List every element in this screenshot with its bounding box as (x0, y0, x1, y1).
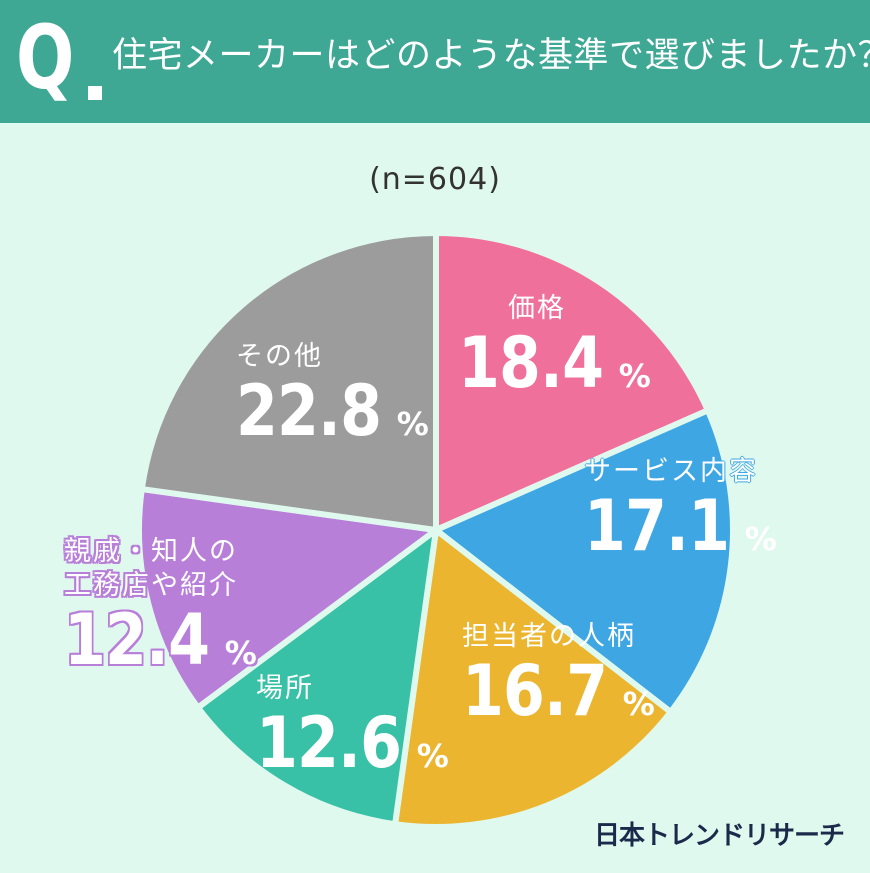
pie-slice-staff-personality (392, 527, 674, 830)
slice-value: 12.4 (64, 599, 210, 681)
slice-name: サービス内容 (584, 456, 758, 487)
slice-label-service: サービス内容 17.1% (584, 455, 777, 563)
pie-slice-location (194, 527, 439, 828)
brand-logo: 日本トレンドリサーチ (593, 821, 845, 851)
slice-unit: % (744, 520, 777, 558)
slice-name: 場所 (256, 673, 314, 704)
question-title: 住宅メーカーはどのような基準で選びましたか？ (112, 36, 870, 76)
slice-label-price: 価格 18.4% (458, 292, 651, 400)
slice-unit: % (416, 737, 449, 775)
slice-name: 価格 (508, 293, 566, 324)
pie-slice-referral (136, 486, 439, 711)
slice-label-referral: 親戚・知人の 工務店や紹介 12.4% (64, 535, 257, 677)
slice-name: その他 (236, 341, 323, 372)
slice-value: 22.8 (236, 370, 382, 452)
slice-label-location: 場所 12.6% (256, 672, 449, 780)
slice-label-other: その他 22.8% (236, 340, 429, 448)
slice-unit: % (618, 357, 651, 395)
slice-value: 18.4 (458, 322, 604, 404)
q-mark-dot (88, 86, 102, 100)
slice-label-staff-personality: 担当者の人柄 16.7% (462, 620, 655, 728)
slice-name-line-1: 親戚・知人の (64, 536, 238, 567)
slice-name: 担当者の人柄 (462, 621, 636, 652)
pie-slice-service (433, 407, 736, 716)
pie-slice-other (138, 230, 439, 533)
slice-unit: % (224, 634, 257, 672)
q-mark: Q (16, 6, 74, 109)
slice-value: 17.1 (584, 485, 730, 567)
slice-unit: % (396, 405, 429, 443)
pie-slice-price (433, 230, 711, 533)
slice-name-line-2: 工務店や紹介 (64, 570, 238, 601)
question-header: Q 住宅メーカーはどのような基準で選びましたか？ (0, 0, 870, 123)
slice-value: 16.7 (462, 650, 608, 732)
slice-value: 12.6 (256, 702, 402, 784)
sample-size: (n=604) (369, 162, 501, 197)
slice-unit: % (622, 685, 655, 723)
